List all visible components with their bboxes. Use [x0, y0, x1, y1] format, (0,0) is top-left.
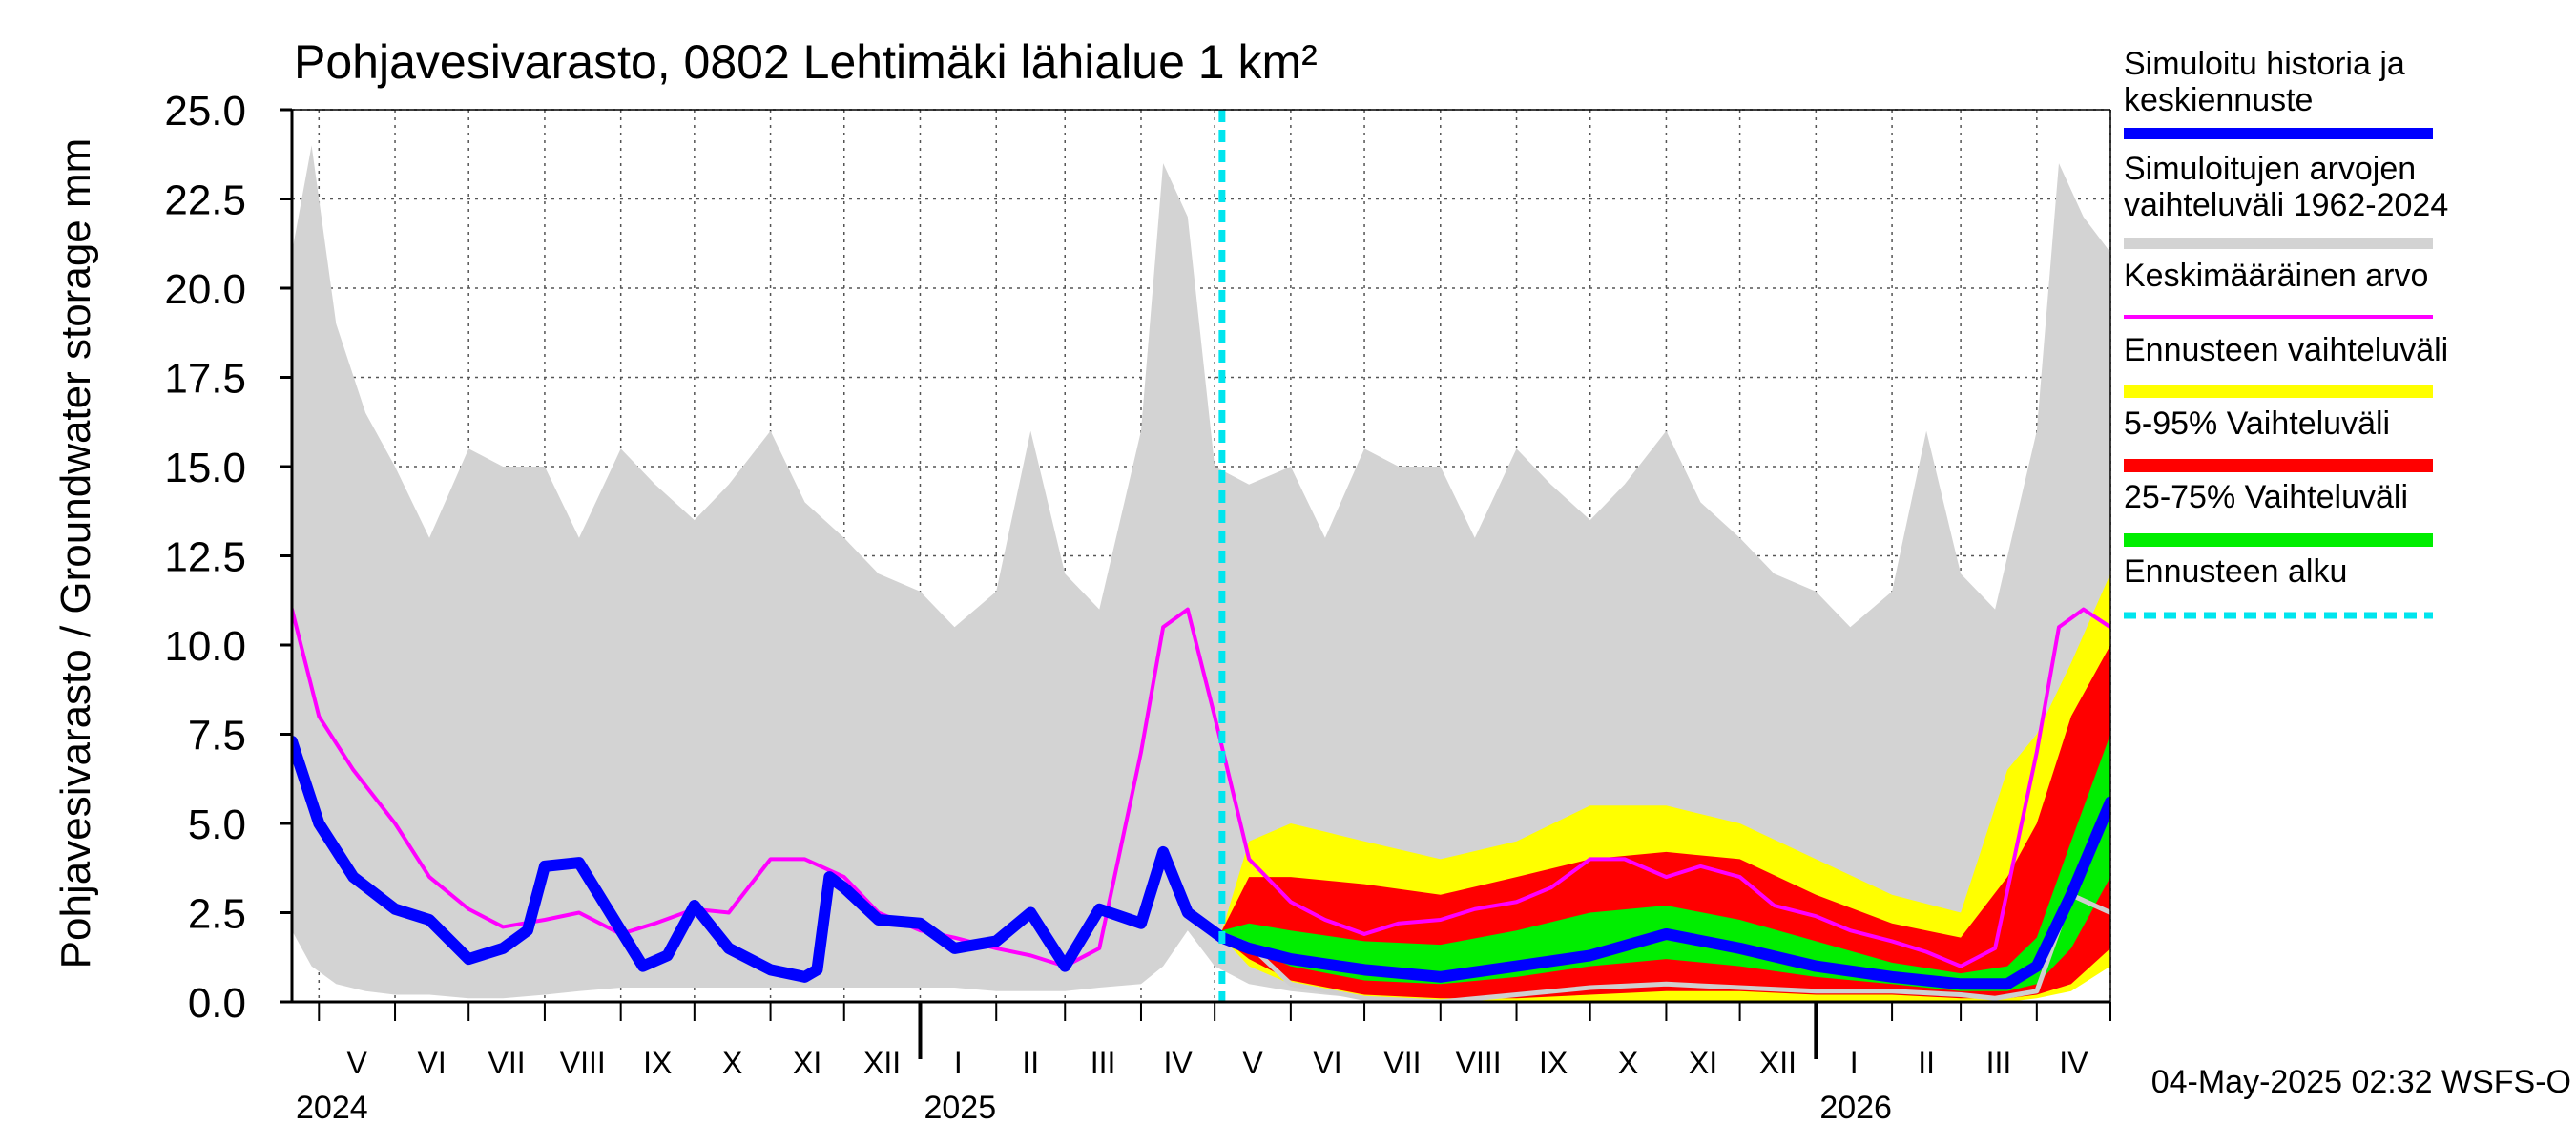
month-label: VI: [1313, 1046, 1341, 1080]
month-label: IV: [1163, 1046, 1193, 1080]
legend-label-2: vaihteluväli 1962-2024: [2124, 187, 2448, 223]
month-label: II: [1022, 1046, 1039, 1080]
mean-line: [292, 607, 2110, 968]
forecast-5-95-band: [1221, 645, 2110, 999]
y-tick-label: 17.5: [164, 356, 246, 403]
y-tick-label: 10.0: [164, 623, 246, 670]
legend-label-1: Simuloitu historia ja: [2124, 46, 2405, 82]
month-label: IV: [2059, 1046, 2088, 1080]
month-label: VIII: [1456, 1046, 1502, 1080]
lines-layer: [292, 110, 2110, 1002]
month-label: XI: [793, 1046, 821, 1080]
month-label: XII: [1759, 1046, 1797, 1080]
y-tick-label: 7.5: [188, 713, 246, 760]
median-forecast-line: [1215, 796, 2110, 990]
month-label: IX: [1539, 1046, 1568, 1080]
y-tick-label: 15.0: [164, 445, 246, 491]
month-label: VI: [417, 1046, 446, 1080]
month-label: V: [346, 1046, 367, 1080]
legend-label-4: Ennusteen vaihteluväli: [2124, 332, 2448, 368]
year-label: 2025: [924, 1090, 996, 1126]
month-label: VII: [488, 1046, 526, 1080]
month-label: VIII: [560, 1046, 606, 1080]
y-tick-label: 2.5: [188, 891, 246, 938]
simulated-history-line: [292, 735, 1228, 983]
axes-layer: 0.0 2.5 5.0 7.5 10.0 12.5 15.0 17.5 20.0 22.5 25.0…: [164, 88, 2111, 1126]
footer-timestamp: 04-May-2025 02:32 WSFS-O: [2151, 1064, 2571, 1100]
grey-bound-line: [1219, 892, 2110, 1002]
legend-label-7: Ennusteen alku: [2124, 553, 2347, 590]
month-label: I: [1850, 1046, 1859, 1080]
legend-label-1: keskiennuste: [2124, 82, 2313, 118]
legend-label-5: 5-95% Vaihteluväli: [2124, 406, 2390, 442]
y-axis-label: Pohjavesivarasto / Groundwater storage m…: [52, 138, 99, 969]
month-label: V: [1242, 1046, 1263, 1080]
month-label: X: [1618, 1046, 1638, 1080]
y-tick-label: 0.0: [188, 980, 246, 1027]
chart-title: Pohjavesivarasto, 0802 Lehtimäki lähialu…: [294, 35, 1318, 89]
y-tick-label: 12.5: [164, 534, 246, 581]
y-tick-label: 25.0: [164, 88, 246, 135]
month-label: III: [1986, 1046, 2012, 1080]
y-tick-label: 22.5: [164, 177, 246, 224]
year-label: 2026: [1819, 1090, 1892, 1126]
y-tick-label: 20.0: [164, 266, 246, 313]
month-label: III: [1091, 1046, 1116, 1080]
month-label: XI: [1689, 1046, 1717, 1080]
month-label: X: [722, 1046, 742, 1080]
legend-label-6: 25-75% Vaihteluväli: [2124, 479, 2408, 515]
year-label: 2024: [296, 1090, 368, 1126]
month-label: I: [954, 1046, 963, 1080]
month-label: XII: [863, 1046, 901, 1080]
month-label: VII: [1383, 1046, 1421, 1080]
month-label: II: [1918, 1046, 1935, 1080]
history-range-band: [292, 145, 2110, 999]
y-tick-label: 5.0: [188, 802, 246, 848]
legend-label-2: Simuloitujen arvojen: [2124, 151, 2416, 187]
bands-layer: [292, 145, 2110, 1002]
month-label: IX: [643, 1046, 672, 1080]
legend-label-3: Keskimääräinen arvo: [2124, 258, 2428, 294]
